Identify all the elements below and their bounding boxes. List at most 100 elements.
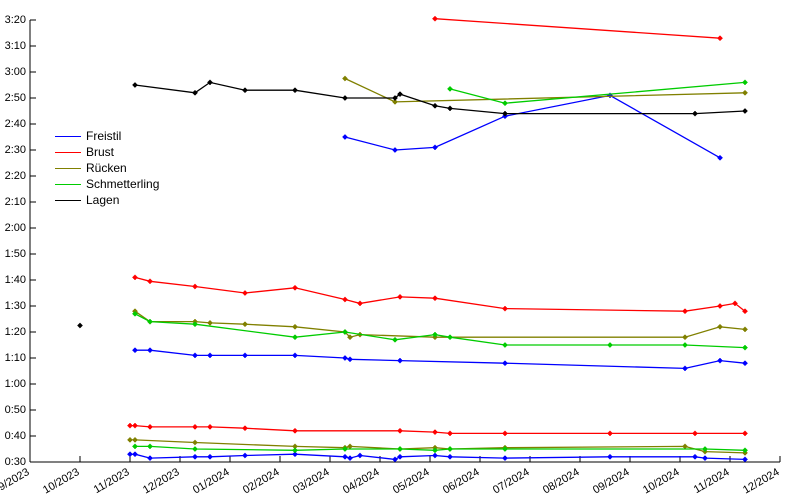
- series-Brust-200: [435, 19, 720, 39]
- y-tick-label: 1:50: [5, 248, 26, 260]
- marker: [292, 88, 297, 93]
- legend-item: Brust: [55, 144, 159, 160]
- x-tick-label: 09/2023: [0, 466, 32, 496]
- marker: [392, 457, 397, 462]
- legend-label: Lagen: [86, 192, 119, 208]
- marker: [682, 309, 687, 314]
- marker: [147, 444, 152, 449]
- marker: [242, 453, 247, 458]
- marker: [242, 426, 247, 431]
- marker: [432, 296, 437, 301]
- marker: [447, 446, 452, 451]
- x-tick-label: 05/2024: [391, 466, 431, 496]
- marker: [132, 452, 137, 457]
- x-tick-label: 07/2024: [491, 466, 531, 496]
- marker: [702, 456, 707, 461]
- marker: [432, 103, 437, 108]
- marker: [147, 424, 152, 429]
- marker: [242, 353, 247, 358]
- legend-item: Freistil: [55, 128, 159, 144]
- marker: [432, 16, 437, 21]
- legend-swatch: [55, 200, 81, 201]
- series-Rücken-100: [135, 311, 745, 337]
- y-tick-label: 3:00: [5, 66, 26, 78]
- x-tick-label: 10/2024: [641, 466, 681, 496]
- series-Freistil-50: [130, 454, 745, 459]
- marker: [192, 454, 197, 459]
- legend-swatch: [55, 168, 81, 169]
- marker: [192, 440, 197, 445]
- marker: [717, 303, 722, 308]
- marker: [682, 342, 687, 347]
- marker: [742, 361, 747, 366]
- marker: [502, 431, 507, 436]
- marker: [292, 324, 297, 329]
- marker: [717, 36, 722, 41]
- marker: [742, 327, 747, 332]
- x-tick-label: 12/2024: [741, 466, 781, 496]
- x-tick-label: 06/2024: [441, 466, 481, 496]
- marker: [147, 348, 152, 353]
- y-tick-label: 2:30: [5, 144, 26, 156]
- series-Freistil-100: [135, 350, 745, 368]
- y-tick-label: 1:30: [5, 300, 26, 312]
- marker: [447, 106, 452, 111]
- marker: [432, 453, 437, 458]
- marker: [132, 437, 137, 442]
- swim-times-chart: 0:300:400:501:001:101:201:301:401:502:00…: [0, 0, 800, 500]
- marker: [292, 448, 297, 453]
- marker: [502, 306, 507, 311]
- marker: [342, 76, 347, 81]
- x-tick-label: 11/2024: [692, 466, 732, 496]
- marker: [432, 430, 437, 435]
- marker: [342, 454, 347, 459]
- legend-item: Rücken: [55, 160, 159, 176]
- marker: [397, 446, 402, 451]
- marker: [242, 322, 247, 327]
- legend-label: Brust: [86, 144, 114, 160]
- y-tick-label: 0:30: [5, 456, 26, 468]
- marker: [392, 147, 397, 152]
- legend-label: Rücken: [86, 160, 127, 176]
- x-tick-label: 11/2023: [92, 466, 132, 496]
- legend-label: Schmetterling: [86, 176, 159, 192]
- marker: [192, 284, 197, 289]
- marker: [682, 444, 687, 449]
- marker: [392, 337, 397, 342]
- y-tick-label: 1:20: [5, 326, 26, 338]
- marker: [692, 454, 697, 459]
- x-tick-label: 09/2024: [591, 466, 631, 496]
- marker: [342, 297, 347, 302]
- marker: [342, 134, 347, 139]
- marker: [692, 431, 697, 436]
- x-tick-label: 10/2023: [41, 466, 81, 496]
- marker: [127, 452, 132, 457]
- marker: [742, 457, 747, 462]
- marker: [347, 456, 352, 461]
- series-Lagen-200: [135, 82, 745, 113]
- marker: [357, 453, 362, 458]
- series-Schmetterling-200: [450, 82, 745, 103]
- marker: [397, 454, 402, 459]
- marker: [447, 86, 452, 91]
- marker: [397, 428, 402, 433]
- legend: FreistilBrustRückenSchmetterlingLagen: [55, 128, 159, 208]
- marker: [132, 423, 137, 428]
- marker: [192, 353, 197, 358]
- marker: [342, 355, 347, 360]
- x-tick-label: 12/2023: [141, 466, 181, 496]
- x-tick-label: 02/2024: [241, 466, 281, 496]
- marker: [447, 431, 452, 436]
- marker: [207, 353, 212, 358]
- chart-svg: 0:300:400:501:001:101:201:301:401:502:00…: [0, 0, 800, 500]
- marker: [742, 345, 747, 350]
- series-Freistil-200: [345, 95, 720, 157]
- legend-swatch: [55, 152, 81, 153]
- marker: [682, 335, 687, 340]
- y-tick-label: 3:10: [5, 40, 26, 52]
- marker: [132, 348, 137, 353]
- marker: [347, 357, 352, 362]
- marker: [447, 335, 452, 340]
- marker: [432, 145, 437, 150]
- marker: [127, 437, 132, 442]
